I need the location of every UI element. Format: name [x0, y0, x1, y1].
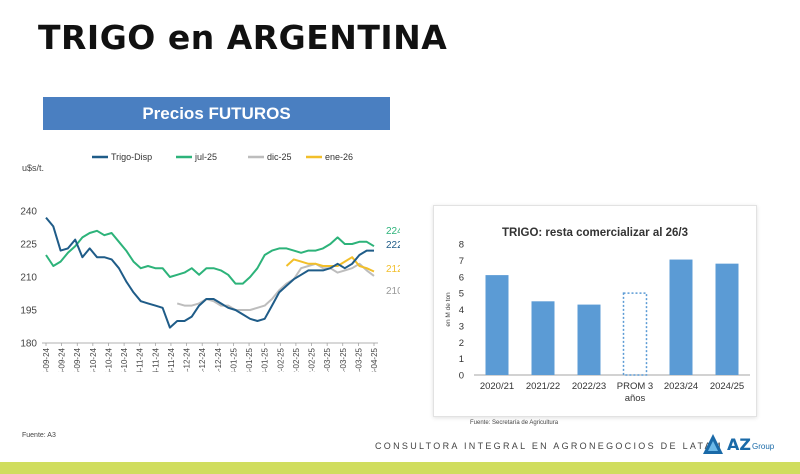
- legend-label: ene-26: [325, 152, 353, 162]
- source-note: Fuente: A3: [22, 432, 56, 439]
- x-tick-label: 22-02-25: [308, 347, 317, 372]
- y-tick-label: 0: [459, 371, 464, 382]
- logo-icon: [703, 434, 723, 454]
- x-tick-label: 14-03-25: [339, 347, 348, 372]
- y-tick-label: 210: [20, 273, 37, 284]
- legend-label: jul-25: [194, 152, 217, 162]
- series-end-label: 222: [386, 240, 400, 251]
- y-axis-label: u$s/t.: [22, 163, 44, 173]
- x-tick-label: 12-02-25: [292, 347, 301, 372]
- x-tick-label: 24-11-24: [167, 347, 176, 372]
- x-tick-label: 24-03-25: [354, 347, 363, 372]
- logo-subtext: Group: [751, 442, 775, 451]
- bar: [577, 304, 601, 375]
- y-tick-label: 2: [459, 338, 464, 349]
- x-tick-label: 03-04-25: [370, 347, 379, 372]
- y-tick-label: 240: [20, 207, 37, 218]
- y-tick-label: 195: [20, 306, 37, 317]
- x-tick-label: PROM 3: [617, 381, 653, 392]
- x-tick-label: 05-10-24: [89, 347, 98, 372]
- x-tick-label: 2020/21: [480, 381, 514, 392]
- bar: [715, 263, 739, 375]
- x-tick-label: 25-10-24: [120, 347, 129, 372]
- x-tick-label: 04-12-24: [183, 347, 192, 372]
- y-tick-label: 8: [459, 240, 464, 251]
- y-tick-label: 3: [459, 321, 464, 332]
- x-tick-label: 02-02-25: [276, 347, 285, 372]
- x-tick-label: 2021/22: [526, 381, 560, 392]
- legend-item: ene-26: [306, 152, 353, 162]
- x-tick-label-line2: años: [625, 393, 646, 404]
- footer-band: [0, 462, 800, 474]
- series-line-jul-25: [45, 229, 375, 285]
- x-tick-label: 04-11-24: [136, 347, 145, 372]
- page-title: TRIGO en ARGENTINA: [38, 18, 448, 57]
- legend-item: dic-25: [248, 152, 292, 162]
- x-tick-label: 13-01-25: [245, 347, 254, 372]
- x-tick-label: 25-09-24: [73, 347, 82, 372]
- sales-remaining-panel: TRIGO: resta comercializar al 26/3 en M …: [433, 205, 757, 417]
- x-tick-label: 15-09-24: [58, 347, 67, 372]
- bar: [669, 259, 693, 375]
- y-tick-label: 225: [20, 240, 37, 251]
- series-end-label: 210,5: [386, 286, 400, 297]
- x-tick-label: 03-01-25: [229, 347, 238, 372]
- bar: [485, 275, 509, 375]
- series-end-label: 224: [386, 226, 400, 237]
- series-end-label: 212,5: [386, 264, 400, 275]
- bar: [531, 301, 555, 375]
- chart-title: TRIGO: resta comercializar al 26/3: [502, 227, 688, 239]
- x-tick-label: 14-11-24: [151, 347, 160, 372]
- y-tick-label: 5: [459, 289, 464, 300]
- x-tick-label: 04-03-25: [323, 347, 332, 372]
- y-tick-label: 1: [459, 354, 464, 365]
- company-tagline: CONSULTORA INTEGRAL EN AGRONEGOCIOS DE L…: [375, 441, 723, 451]
- legend-item: Trigo-Disp: [92, 152, 152, 162]
- x-tick-label: 05-09-24: [42, 347, 51, 372]
- company-logo: AZ Group: [702, 433, 774, 455]
- y-tick-label: 6: [459, 272, 464, 283]
- futures-price-chart: Trigo-Disp jul-25 dic-25 ene-26 u$s/t. 180 1…: [20, 152, 400, 372]
- section-banner: Precios FUTUROS: [43, 97, 390, 130]
- x-tick-label: 14-12-24: [198, 347, 207, 372]
- y-axis-label: en M de ton: [445, 292, 452, 327]
- x-tick-label: 2023/24: [664, 381, 698, 392]
- x-tick-label: 24-12-24: [214, 347, 223, 372]
- source-note-right: Fuente: Secretaría de Agricultura: [470, 420, 559, 426]
- legend-label: Trigo-Disp: [111, 152, 152, 162]
- series-line-dic-25: [176, 262, 375, 311]
- legend-item: jul-25: [176, 152, 217, 162]
- y-tick-label: 7: [459, 256, 464, 267]
- sales-remaining-chart: TRIGO: resta comercializar al 26/3 en M …: [445, 227, 750, 404]
- x-tick-label: 2024/25: [710, 381, 744, 392]
- bar: [622, 292, 648, 376]
- x-tick-label: 15-10-24: [104, 347, 113, 372]
- series-line-trigo-disp: [45, 216, 374, 329]
- legend-label: dic-25: [267, 152, 292, 162]
- logo-text: AZ: [727, 434, 751, 454]
- y-tick-label: 4: [459, 305, 464, 316]
- x-tick-label: 23-01-25: [261, 347, 270, 372]
- series-line-ene-26: [285, 256, 375, 273]
- y-tick-label: 180: [20, 339, 37, 350]
- x-tick-label: 2022/23: [572, 381, 606, 392]
